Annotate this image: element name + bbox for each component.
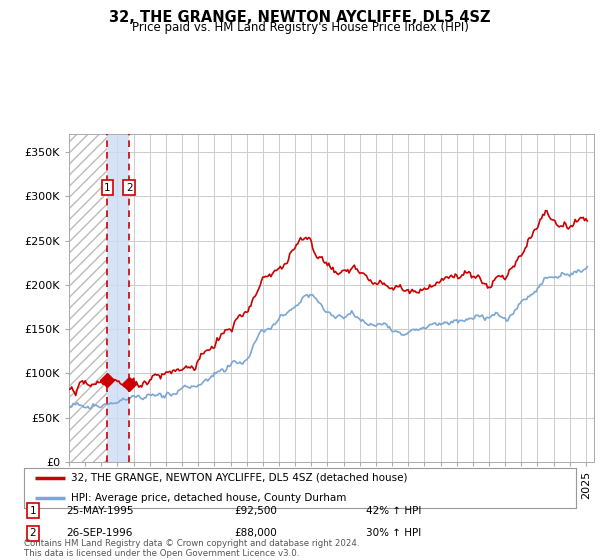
- Bar: [69, 134, 107, 462]
- Text: 2: 2: [29, 528, 37, 538]
- Text: 1: 1: [104, 183, 111, 193]
- Bar: [107, 134, 129, 462]
- Text: 1: 1: [29, 506, 37, 516]
- Text: 25-MAY-1995: 25-MAY-1995: [66, 506, 133, 516]
- Text: 26-SEP-1996: 26-SEP-1996: [66, 528, 133, 538]
- Text: 32, THE GRANGE, NEWTON AYCLIFFE, DL5 4SZ: 32, THE GRANGE, NEWTON AYCLIFFE, DL5 4SZ: [109, 10, 491, 25]
- Text: HPI: Average price, detached house, County Durham: HPI: Average price, detached house, Coun…: [71, 493, 346, 503]
- Text: £92,500: £92,500: [234, 506, 277, 516]
- Text: 42% ↑ HPI: 42% ↑ HPI: [366, 506, 421, 516]
- Text: 32, THE GRANGE, NEWTON AYCLIFFE, DL5 4SZ (detached house): 32, THE GRANGE, NEWTON AYCLIFFE, DL5 4SZ…: [71, 473, 407, 483]
- Text: 30% ↑ HPI: 30% ↑ HPI: [366, 528, 421, 538]
- Text: Price paid vs. HM Land Registry's House Price Index (HPI): Price paid vs. HM Land Registry's House …: [131, 21, 469, 34]
- Text: Contains HM Land Registry data © Crown copyright and database right 2024.
This d: Contains HM Land Registry data © Crown c…: [24, 539, 359, 558]
- Text: £88,000: £88,000: [234, 528, 277, 538]
- Text: 2: 2: [126, 183, 133, 193]
